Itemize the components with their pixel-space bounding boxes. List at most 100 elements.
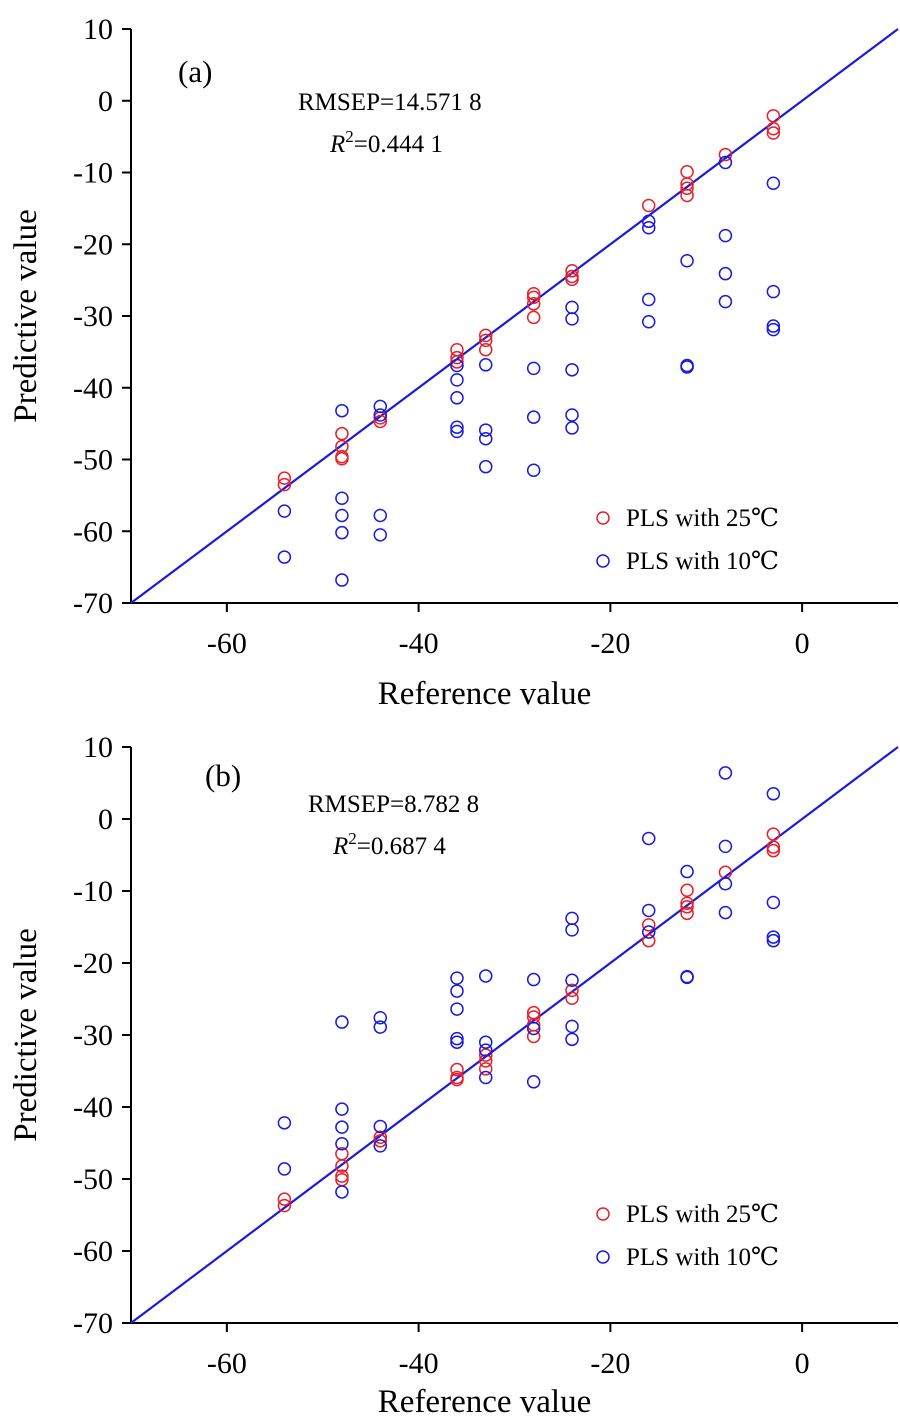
data-point [680, 864, 694, 879]
data-point [718, 266, 733, 281]
data-point [450, 1035, 464, 1049]
data-point [277, 1198, 292, 1213]
y-tick-label: -40 [73, 1091, 113, 1124]
data-point [335, 1015, 349, 1029]
data-point [277, 477, 292, 492]
data-point [718, 877, 733, 891]
data-point [680, 188, 694, 203]
data-point [641, 903, 656, 918]
data-point [718, 147, 733, 162]
data-point [277, 1116, 292, 1130]
legend-label: PLS with 10℃ [626, 1244, 779, 1271]
x-tick-label: 0 [795, 1347, 810, 1380]
data-point [335, 403, 349, 418]
data-point [373, 414, 388, 429]
x-tick-label: -40 [399, 1347, 439, 1380]
data-point [526, 972, 541, 987]
data-point [478, 342, 493, 357]
data-point [478, 1048, 493, 1062]
data-point [680, 181, 694, 196]
data-point [766, 322, 781, 337]
data-point [565, 923, 579, 937]
data-point [373, 1119, 388, 1134]
y-tick-label: -50 [73, 1163, 113, 1196]
data-point [526, 1029, 541, 1044]
y-tick-label: -10 [73, 157, 113, 190]
data-point [565, 312, 579, 326]
legend-marker [596, 511, 610, 525]
y-tick-label: -70 [73, 1307, 113, 1340]
data-point [766, 319, 781, 333]
x-tick-label: -20 [590, 627, 630, 660]
x-tick-label: -60 [207, 627, 247, 660]
legend-marker [596, 1250, 610, 1264]
data-point [680, 906, 694, 921]
data-point [766, 840, 781, 854]
y-tick-label: 0 [98, 85, 113, 118]
data-point [450, 350, 464, 365]
data-point [450, 984, 464, 998]
data-point [478, 431, 493, 446]
data-point [680, 883, 694, 898]
data-point [526, 290, 541, 305]
data-point [335, 452, 349, 466]
data-point [478, 459, 493, 474]
data-point [277, 550, 292, 564]
data-point [478, 358, 493, 372]
data-point [450, 373, 464, 387]
data-point [641, 292, 656, 307]
data-point [565, 300, 579, 315]
data-point [718, 294, 733, 309]
rmsep-annotation: RMSEP=8.782 8 [308, 791, 479, 818]
data-point [478, 1062, 493, 1076]
data-point [766, 787, 781, 801]
data-point [373, 1020, 388, 1034]
y-tick-label: -20 [73, 228, 113, 261]
data-point [680, 254, 694, 268]
data-point [373, 1139, 388, 1153]
panel-label: (b) [205, 758, 241, 793]
data-point [277, 1162, 292, 1176]
series-25c [277, 827, 781, 1213]
y-tick-label: -70 [73, 587, 113, 620]
data-point [680, 165, 694, 179]
data-point [641, 933, 656, 948]
data-point [565, 272, 579, 287]
data-point [641, 214, 656, 229]
x-tick-label: -60 [207, 1347, 247, 1380]
y-tick-label: -60 [73, 515, 113, 548]
data-point [450, 1062, 464, 1077]
x-axis-label: Reference value [378, 676, 591, 712]
x-tick-label: -20 [590, 1347, 630, 1380]
data-point [766, 126, 781, 140]
data-point [450, 424, 464, 439]
data-point [373, 1134, 388, 1148]
data-point [373, 399, 388, 414]
rmsep-annotation: RMSEP=14.571 8 [298, 89, 482, 116]
data-point [641, 314, 656, 329]
legend-label: PLS with 10℃ [626, 548, 779, 575]
data-point [766, 933, 781, 948]
data-point [335, 1169, 349, 1183]
series-25c [277, 109, 781, 492]
data-point [335, 1159, 349, 1173]
data-point [450, 1031, 464, 1046]
data-point [565, 1032, 579, 1047]
y-axis-label: Predictive value [8, 209, 44, 423]
data-point [565, 1019, 579, 1034]
data-point [641, 198, 656, 213]
data-point [373, 508, 388, 523]
data-point [766, 895, 781, 910]
series-10c [277, 766, 781, 1199]
data-point [450, 358, 464, 373]
data-point [335, 426, 349, 441]
data-point [478, 423, 493, 437]
data-point [766, 930, 781, 944]
data-point [766, 109, 781, 123]
data-point [335, 1136, 349, 1151]
data-point [450, 355, 464, 369]
data-point [478, 1070, 493, 1085]
data-point [335, 1102, 349, 1116]
data-point [526, 287, 541, 301]
y-tick-label: -10 [73, 875, 113, 908]
